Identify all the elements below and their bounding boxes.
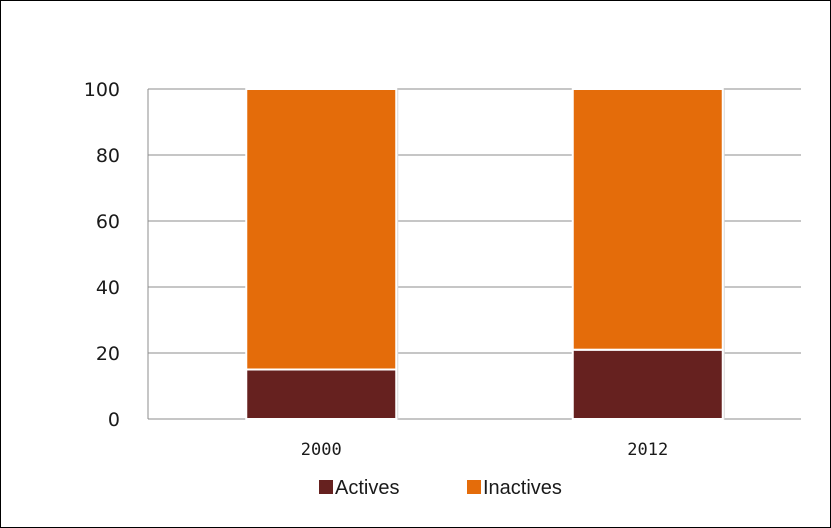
bar-segment-actives	[571, 348, 724, 421]
y-tick-label: 60	[96, 211, 120, 233]
y-tick-label: 0	[108, 409, 120, 431]
y-tick-label: 40	[96, 277, 120, 299]
bars	[245, 88, 725, 421]
y-tick-label: 100	[84, 79, 120, 101]
bar-segment-inactives	[245, 88, 398, 371]
legend-label-inactives: Inactives	[483, 477, 562, 499]
y-tick-label: 80	[96, 145, 120, 167]
x-tick-label: 2012	[627, 440, 668, 460]
bar-segment-inactives	[571, 88, 724, 351]
x-axis-ticks: 2000 2012	[301, 440, 668, 460]
legend: Actives Inactives	[319, 477, 562, 499]
legend-swatch-inactives	[467, 480, 481, 494]
legend-swatch-actives	[319, 480, 333, 494]
legend-label-actives: Actives	[335, 477, 399, 499]
x-tick-label: 2000	[301, 440, 342, 460]
y-axis-ticks: 0 20 40 60 80 100	[84, 79, 120, 431]
bar-segment-actives	[245, 368, 398, 420]
y-tick-label: 20	[96, 343, 120, 365]
